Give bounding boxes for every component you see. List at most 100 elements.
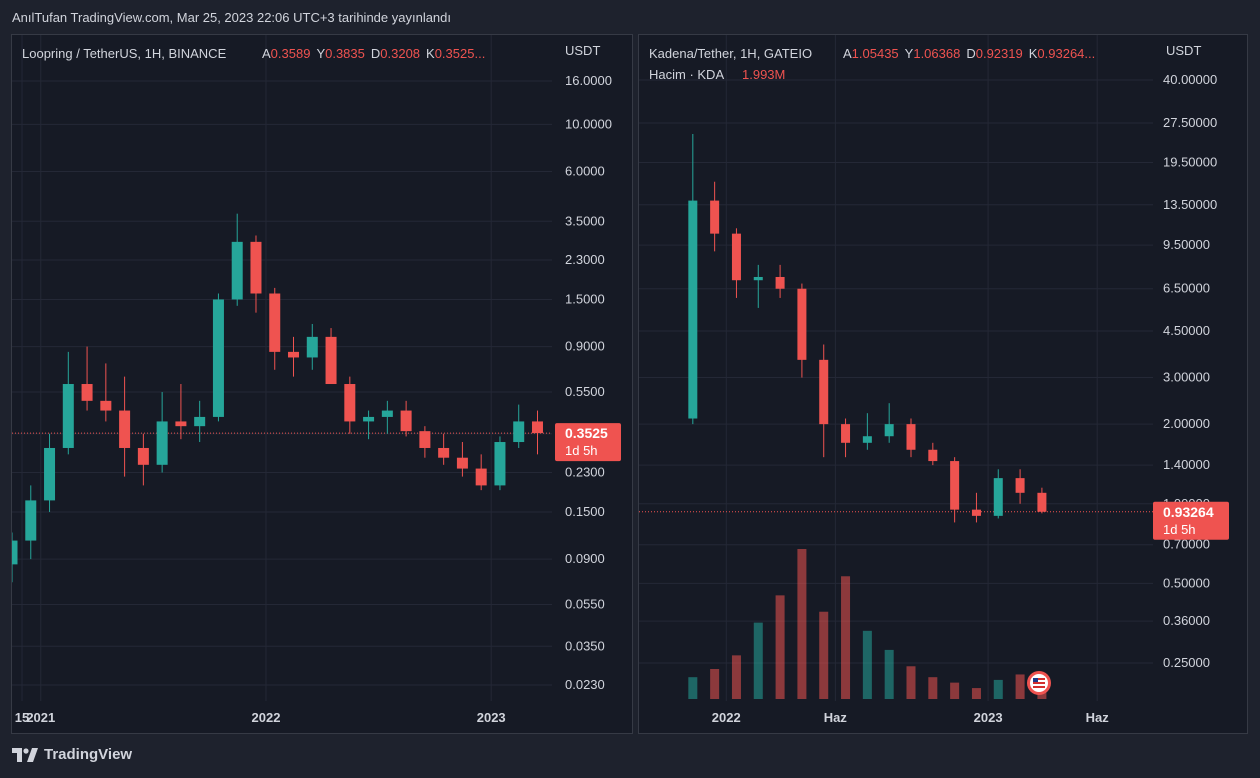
candle-body — [993, 478, 1003, 516]
candle-body — [419, 431, 431, 448]
candle-body — [862, 436, 872, 443]
y-tick-label: 0.25000 — [1163, 655, 1210, 670]
y-tick-label: 1.40000 — [1163, 457, 1210, 472]
kadena-grid — [639, 35, 1153, 701]
volume-bar — [753, 622, 763, 699]
candle-body — [363, 416, 375, 422]
volume-bar — [710, 669, 720, 699]
ohlc-label: Y — [905, 46, 914, 61]
last-price-value: 0.3525 — [565, 425, 608, 441]
y-tick-label: 0.0350 — [565, 638, 605, 653]
candle-body — [950, 461, 960, 510]
ohlc-value: 0.92319 — [976, 46, 1023, 61]
kadena-volume-label: Hacim · KDA — [649, 67, 724, 82]
candle-body — [438, 447, 450, 458]
candle-body — [1015, 478, 1025, 493]
last-price-badge-box — [1153, 501, 1229, 540]
last-price-badge-box — [555, 423, 621, 462]
candle-body — [44, 447, 56, 501]
ohlc-value: 1.05435 — [852, 46, 899, 61]
candle-body — [400, 410, 412, 432]
ohlc-label: K — [1029, 46, 1038, 61]
ohlc-label: D — [371, 46, 380, 61]
volume-bar — [688, 677, 698, 699]
candle-body — [475, 468, 487, 486]
footer: TradingView — [12, 746, 132, 763]
candle-body — [194, 416, 206, 427]
y-tick-label: 40.00000 — [1163, 72, 1217, 87]
volume-bar — [797, 549, 807, 699]
volume-bar — [884, 649, 894, 699]
y-tick-label: 2.3000 — [565, 252, 605, 267]
loopring-last-price-badge: 0.3525 1d 5h — [555, 423, 621, 462]
volume-bar — [906, 666, 916, 699]
kadena-x-axis[interactable]: 2022 Haz 2023 Haz — [712, 710, 1109, 725]
ohlc-value: 0.3589 — [271, 46, 311, 61]
loopring-y-axis[interactable]: 16.0000 10.0000 6.0000 3.5000 2.3000 1.5000 0.… — [565, 73, 612, 692]
x-tick-label: Haz — [1086, 710, 1110, 725]
y-tick-label: 3.5000 — [565, 213, 605, 228]
candle-body — [175, 421, 187, 427]
kadena-chart-svg[interactable]: 40.00000 27.50000 19.50000 13.50000 9.50000 6… — [639, 35, 1247, 733]
last-price-value: 0.93264 — [1163, 504, 1214, 520]
candle-body — [325, 336, 337, 385]
loopring-chart-svg[interactable]: 16.0000 10.0000 6.0000 3.5000 2.3000 1.5000 0.… — [6, 35, 632, 733]
us-flag-icon[interactable] — [1027, 671, 1051, 695]
ohlc-value: 0.3525... — [435, 46, 486, 61]
kadena-y-axis[interactable]: 40.00000 27.50000 19.50000 13.50000 9.50000 6… — [1163, 72, 1217, 670]
y-tick-label: 9.50000 — [1163, 237, 1210, 252]
volume-bar — [1015, 674, 1025, 699]
kadena-chart-panel[interactable]: 40.00000 27.50000 19.50000 13.50000 9.50000 6… — [638, 34, 1248, 734]
candle-body — [231, 241, 243, 300]
candle-body — [753, 276, 763, 281]
loopring-candles — [6, 213, 543, 583]
x-tick-label: 2023 — [477, 710, 506, 725]
x-tick-label: 15 — [15, 710, 29, 725]
ohlc-legend-text: A1.05435 Y1.06368 D0.92319 K0.93264... — [843, 46, 1095, 61]
ohlc-value: 0.3208 — [380, 46, 420, 61]
y-tick-label: 6.50000 — [1163, 281, 1210, 296]
loopring-ohlc-legend: A0.3589 Y0.3835 D0.3208 K0.3525... — [262, 46, 485, 61]
candle-body — [250, 241, 262, 294]
volume-bar — [971, 688, 981, 699]
x-tick-label: 2021 — [26, 710, 55, 725]
candle-body — [841, 424, 851, 443]
candle-body — [137, 447, 149, 465]
ohlc-legend-text: A0.3589 Y0.3835 D0.3208 K0.3525... — [262, 46, 485, 61]
candle-body — [971, 509, 981, 516]
y-tick-label: 0.9000 — [565, 339, 605, 354]
loopring-chart-panel[interactable]: 16.0000 10.0000 6.0000 3.5000 2.3000 1.5000 0.… — [6, 34, 633, 734]
y-tick-label: 4.50000 — [1163, 323, 1210, 338]
candle-body — [344, 384, 356, 422]
candle-body — [775, 276, 785, 289]
y-tick-label: 0.0900 — [565, 551, 605, 566]
candle-body — [381, 410, 393, 417]
volume-bar — [950, 682, 960, 699]
y-tick-label: 3.00000 — [1163, 370, 1210, 385]
candle-body — [288, 351, 300, 358]
last-price-countdown: 1d 5h — [565, 443, 598, 458]
volume-bar — [731, 655, 741, 699]
candle-body — [100, 400, 112, 411]
volume-bar — [841, 576, 851, 699]
kadena-last-price-badge: 0.93264 1d 5h — [1153, 501, 1229, 540]
ohlc-label: Y — [316, 46, 325, 61]
x-tick-label: 2022 — [252, 710, 281, 725]
loopring-title: Loopring / TetherUS, 1H, BINANCE — [22, 46, 227, 61]
candle-body — [119, 410, 131, 448]
kadena-title: Kadena/Tether, 1H, GATEIO — [649, 46, 812, 61]
loopring-currency-label: USDT — [565, 43, 600, 58]
kadena-candles — [688, 133, 1047, 523]
candle-body — [531, 421, 543, 434]
x-tick-label: 2022 — [712, 710, 741, 725]
ohlc-label: A — [262, 46, 271, 61]
candle-body — [1037, 492, 1047, 512]
y-tick-label: 0.70000 — [1163, 537, 1210, 552]
kadena-ohlc-legend: A1.05435 Y1.06368 D0.92319 K0.93264... — [843, 46, 1095, 61]
candle-body — [269, 293, 281, 352]
x-tick-label: Haz — [824, 710, 848, 725]
candle-body — [25, 500, 37, 541]
y-tick-label: 0.50000 — [1163, 575, 1210, 590]
last-price-countdown: 1d 5h — [1163, 522, 1196, 537]
